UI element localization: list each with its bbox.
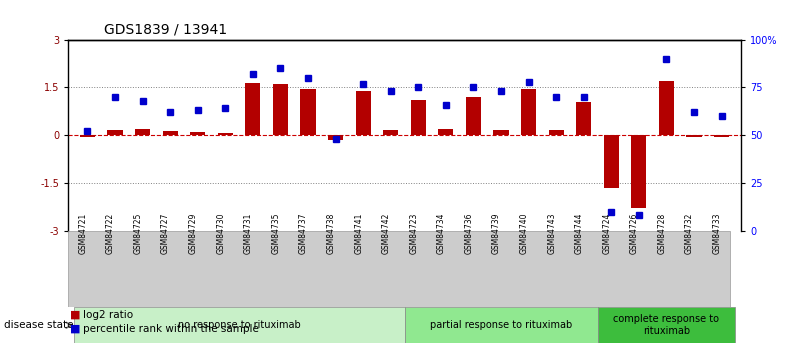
Text: partial response to rituximab: partial response to rituximab bbox=[430, 320, 572, 330]
Text: ■: ■ bbox=[70, 310, 80, 320]
Text: percentile rank within the sample: percentile rank within the sample bbox=[83, 324, 259, 334]
Bar bbox=[598, 307, 735, 343]
Text: GSM84739: GSM84739 bbox=[492, 212, 501, 254]
Bar bbox=[300, 89, 316, 135]
Text: GSM84722: GSM84722 bbox=[106, 213, 115, 254]
Text: GSM84735: GSM84735 bbox=[272, 212, 280, 254]
Bar bbox=[74, 307, 405, 343]
Bar bbox=[714, 135, 729, 137]
Text: GSM84740: GSM84740 bbox=[520, 212, 529, 254]
Bar bbox=[356, 91, 371, 135]
Bar bbox=[218, 133, 233, 135]
Text: GSM84738: GSM84738 bbox=[327, 213, 336, 254]
Text: GSM84742: GSM84742 bbox=[382, 213, 391, 254]
Bar bbox=[549, 130, 564, 135]
Bar bbox=[521, 89, 536, 135]
Text: GSM84733: GSM84733 bbox=[713, 212, 722, 254]
Bar bbox=[273, 84, 288, 135]
Bar bbox=[107, 130, 123, 135]
Bar bbox=[405, 307, 598, 343]
Text: GSM84723: GSM84723 bbox=[409, 213, 418, 254]
Bar bbox=[576, 102, 591, 135]
Text: GSM84727: GSM84727 bbox=[161, 213, 170, 254]
Bar bbox=[135, 129, 150, 135]
Text: GDS1839 / 13941: GDS1839 / 13941 bbox=[104, 22, 227, 37]
Text: GSM84743: GSM84743 bbox=[547, 212, 556, 254]
Bar bbox=[80, 135, 95, 137]
Text: disease state: disease state bbox=[4, 320, 74, 330]
Text: GSM84726: GSM84726 bbox=[630, 213, 639, 254]
Bar bbox=[383, 130, 398, 135]
Text: GSM84737: GSM84737 bbox=[299, 212, 308, 254]
Text: log2 ratio: log2 ratio bbox=[83, 310, 133, 320]
Bar bbox=[438, 129, 453, 135]
Text: GSM84728: GSM84728 bbox=[658, 213, 666, 254]
Text: GSM84741: GSM84741 bbox=[354, 213, 363, 254]
Text: GSM84730: GSM84730 bbox=[216, 212, 225, 254]
Bar bbox=[163, 131, 178, 135]
Text: GSM84725: GSM84725 bbox=[134, 213, 143, 254]
Bar bbox=[328, 135, 343, 140]
Text: GSM84721: GSM84721 bbox=[78, 213, 87, 254]
Text: GSM84732: GSM84732 bbox=[685, 213, 694, 254]
Bar bbox=[631, 135, 646, 208]
Bar bbox=[245, 83, 260, 135]
Text: GSM84734: GSM84734 bbox=[437, 212, 446, 254]
Text: GSM84731: GSM84731 bbox=[244, 213, 253, 254]
Bar bbox=[604, 135, 619, 188]
Bar bbox=[411, 100, 426, 135]
Bar bbox=[190, 132, 205, 135]
Text: GSM84736: GSM84736 bbox=[465, 212, 473, 254]
Text: ■: ■ bbox=[70, 324, 80, 334]
Text: complete response to
rituximab: complete response to rituximab bbox=[614, 314, 719, 336]
Text: GSM84744: GSM84744 bbox=[575, 212, 584, 254]
Bar bbox=[466, 97, 481, 135]
Text: GSM84729: GSM84729 bbox=[189, 213, 198, 254]
Text: GSM84724: GSM84724 bbox=[602, 213, 611, 254]
Text: no response to rituximab: no response to rituximab bbox=[178, 320, 300, 330]
Bar bbox=[659, 81, 674, 135]
Bar bbox=[686, 135, 702, 137]
Bar bbox=[493, 130, 509, 135]
